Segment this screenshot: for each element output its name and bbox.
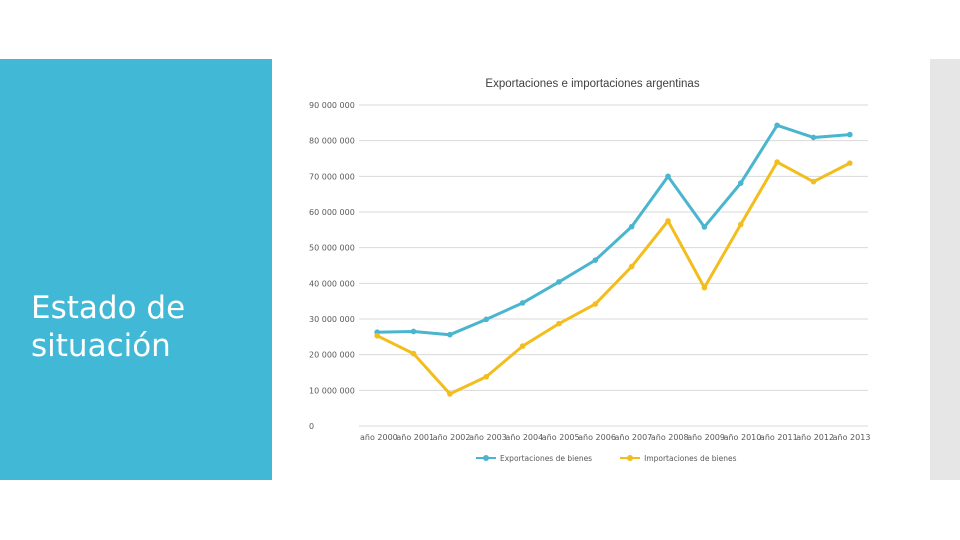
x-tick-label: año 2010: [724, 433, 762, 442]
x-tick-label: año 2009: [687, 433, 725, 442]
x-tick-label: año 2004: [505, 433, 543, 442]
legend-swatch-exports: [476, 455, 496, 461]
y-tick-label: 10 000 000: [309, 386, 355, 395]
y-axis-ticks: 0 10 000 000 20 000 000 30 000 000 40 000 00…: [309, 101, 355, 431]
y-tick-label: 50 000 000: [309, 244, 355, 253]
x-tick-label: año 2005: [542, 433, 580, 442]
y-tick-label: 80 000 000: [309, 137, 355, 146]
data-point: [447, 331, 453, 338]
legend-item-exports: Exportaciones de bienes: [476, 454, 592, 463]
data-point: [592, 301, 599, 307]
data-point: [774, 159, 780, 165]
data-point: [374, 332, 380, 339]
y-tick-label: 70 000 000: [309, 172, 355, 181]
data-point: [774, 122, 780, 129]
y-tick-label: 30 000 000: [309, 315, 355, 324]
x-tick-label: año 2002: [433, 433, 471, 442]
data-point: [410, 350, 417, 357]
y-tick-label: 60 000 000: [309, 208, 355, 217]
title-panel: Estado de situación: [0, 59, 272, 480]
x-tick-label: año 2000: [360, 433, 398, 442]
data-point: [592, 257, 599, 263]
data-point: [519, 300, 526, 306]
data-point: [810, 134, 817, 141]
series-line-imports: [376, 160, 851, 396]
side-bar: [930, 59, 960, 480]
x-tick-label: año 2008: [651, 433, 689, 442]
x-tick-label: año 2007: [615, 433, 653, 442]
data-point: [519, 343, 526, 349]
y-tick-label: 90 000 000: [309, 101, 355, 110]
x-tick-label: año 2012: [796, 433, 834, 442]
x-tick-label: año 2006: [578, 433, 616, 442]
data-point: [483, 316, 490, 323]
data-point: [737, 221, 744, 228]
slide-title: Estado de situación: [31, 290, 186, 364]
data-point: [665, 173, 671, 180]
data-point: [701, 284, 708, 291]
data-point: [483, 373, 490, 380]
legend-swatch-imports: [620, 455, 641, 461]
x-tick-label: año 2013: [833, 433, 871, 442]
data-point: [701, 224, 708, 230]
data-point: [847, 160, 853, 166]
legend-label-exports: Exportaciones de bienes: [500, 453, 593, 463]
legend-label-imports: Importaciones de bienes: [644, 453, 737, 463]
x-tick-label: año 2011: [760, 433, 798, 442]
data-point: [556, 320, 562, 327]
data-point: [447, 391, 453, 397]
data-point: [410, 328, 417, 335]
x-tick-label: año 2001: [396, 433, 434, 442]
data-point: [847, 131, 853, 138]
data-point: [810, 178, 817, 185]
legend: Exportaciones de bienes Importaciones de…: [476, 452, 737, 464]
series-lines: [374, 122, 853, 397]
y-tick-label: 40 000 000: [309, 279, 355, 288]
data-point: [628, 263, 635, 270]
series-line-exports: [377, 123, 850, 337]
legend-item-imports: Importaciones de bienes: [620, 453, 737, 463]
data-point: [556, 279, 562, 285]
y-tick-label: 20 000 000: [309, 351, 355, 360]
grid-lines: [359, 104, 868, 427]
x-tick-label: año 2003: [469, 433, 507, 442]
data-point: [737, 180, 744, 186]
y-tick-label: 0: [309, 422, 314, 431]
chart-title: Exportaciones e importaciones argentinas: [485, 78, 700, 90]
data-point: [665, 218, 671, 224]
data-point: [628, 223, 635, 230]
